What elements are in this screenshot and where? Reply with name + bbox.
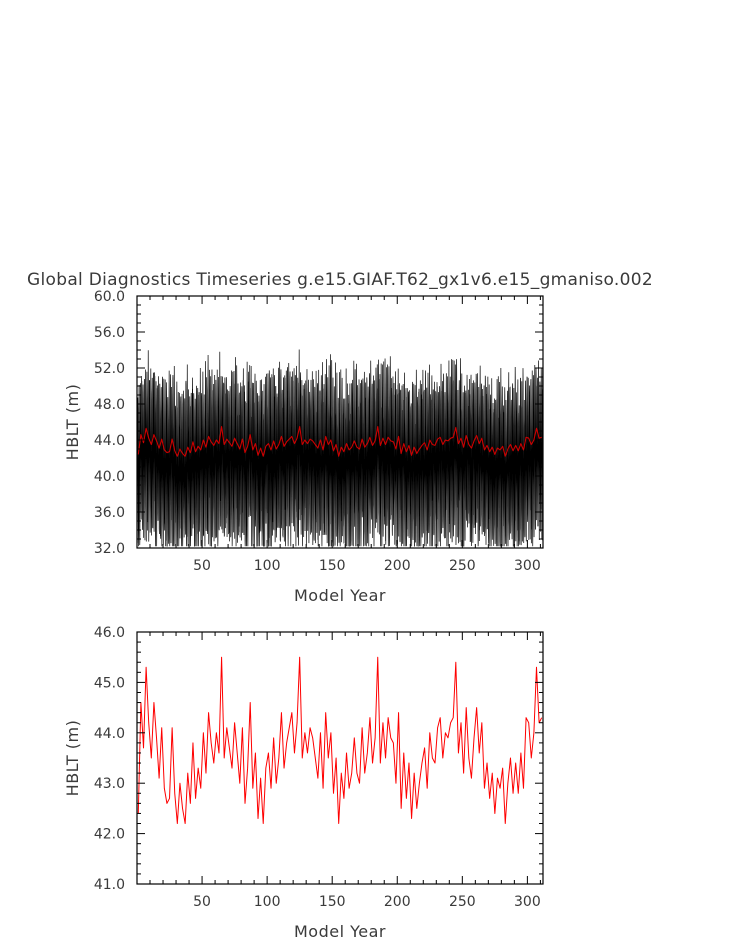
y-tick-label: 52.0 [94, 361, 125, 377]
x-tick-label: 300 [514, 894, 541, 910]
top-x-tick-labels: 50 100 150 200 250 300 [193, 558, 541, 574]
top-panel: 32.0 36.0 40.0 44.0 48.0 52.0 56.0 60.0 50 100 15… [63, 289, 544, 605]
monthly-line [136, 349, 544, 547]
top-axis-ticks [137, 295, 543, 549]
bottom-y-tick-labels: 41.0 42.0 43.0 44.0 45.0 46.0 [94, 625, 125, 893]
y-tick-label: 44.0 [94, 433, 125, 449]
y-tick-label: 32.0 [94, 541, 125, 557]
y-tick-label: 42.0 [94, 827, 125, 843]
y-tick-label: 46.0 [94, 625, 125, 641]
bottom-plot-frame [136, 631, 544, 885]
y-tick-label: 40.0 [94, 469, 125, 485]
x-tick-label: 150 [319, 558, 346, 574]
annual-mean-line [137, 656, 543, 825]
x-tick-label: 250 [449, 894, 476, 910]
x-tick-label: 100 [254, 558, 281, 574]
x-tick-label: 100 [254, 894, 281, 910]
bottom-y-axis-label: HBLT (m) [63, 720, 82, 797]
annual-mean-series-zoom [137, 656, 543, 825]
y-tick-label: 60.0 [94, 289, 125, 305]
top-y-axis-label: HBLT (m) [63, 384, 82, 461]
bottom-axis-ticks [137, 631, 543, 885]
bottom-panel: 41.0 42.0 43.0 44.0 45.0 46.0 50 100 150 200 250 3… [63, 625, 544, 941]
x-tick-label: 200 [384, 558, 411, 574]
y-tick-label: 36.0 [94, 505, 125, 521]
chart-title: Global Diagnostics Timeseries g.e15.GIAF… [27, 270, 653, 290]
y-tick-label: 45.0 [94, 675, 125, 691]
x-tick-label: 200 [384, 894, 411, 910]
annual-mean-line [137, 425, 542, 457]
bottom-x-axis-label: Model Year [294, 922, 386, 941]
y-tick-label: 56.0 [94, 325, 125, 341]
bottom-x-tick-labels: 50 100 150 200 250 300 [193, 894, 541, 910]
y-tick-label: 41.0 [94, 877, 125, 893]
y-tick-label: 44.0 [94, 726, 125, 742]
top-x-axis-label: Model Year [294, 586, 386, 605]
x-tick-label: 50 [193, 894, 211, 910]
x-tick-label: 300 [514, 558, 541, 574]
x-tick-label: 50 [193, 558, 211, 574]
x-tick-label: 250 [449, 558, 476, 574]
y-tick-label: 43.0 [94, 776, 125, 792]
top-y-tick-labels: 32.0 36.0 40.0 44.0 48.0 52.0 56.0 60.0 [94, 289, 125, 557]
y-tick-label: 48.0 [94, 397, 125, 413]
annual-mean-series [137, 425, 542, 457]
x-tick-label: 150 [319, 894, 346, 910]
monthly-series [136, 349, 544, 547]
